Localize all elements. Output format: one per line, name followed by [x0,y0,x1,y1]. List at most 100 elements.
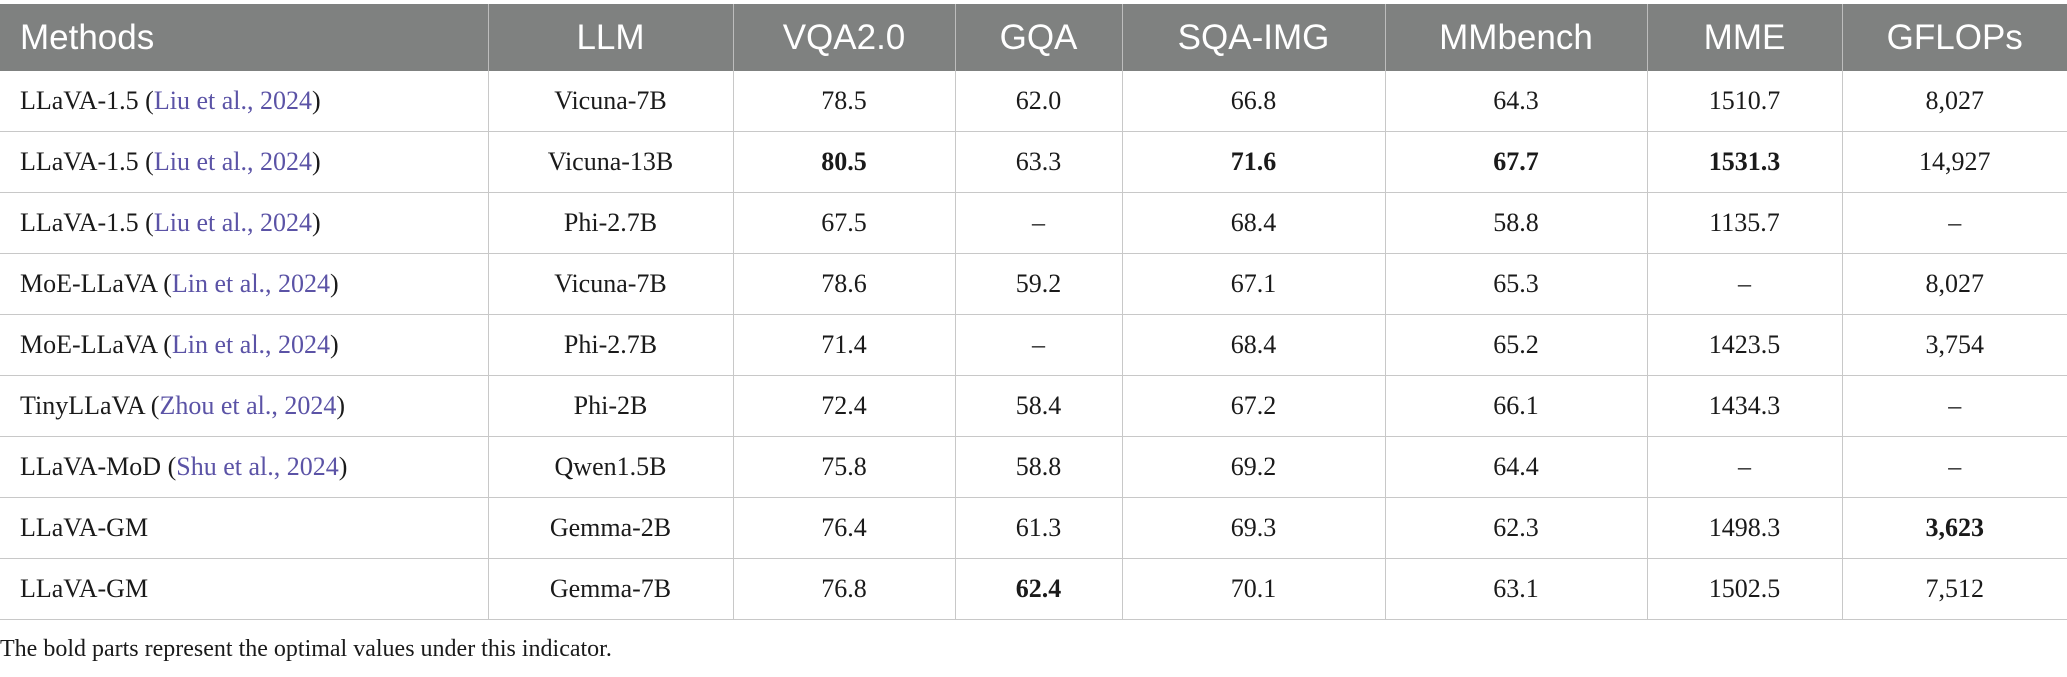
mmbench-cell: 65.2 [1385,314,1648,376]
method-cell: LLaVA-MoD (Shu et al., 2024) [0,436,489,498]
vqa-cell: 67.5 [733,192,956,254]
gqa-cell: – [955,192,1123,254]
citation-link[interactable]: Liu et al., 2024 [153,208,312,237]
table-row: TinyLLaVA (Zhou et al., 2024) Phi-2B 72.4 5… [0,375,2067,437]
column-header-gflops: GFLOPs [1842,4,2067,71]
citation-link[interactable]: Lin et al., 2024 [171,269,331,298]
vqa-cell: 71.4 [733,314,956,376]
method-name: LLaVA-GM [20,574,149,603]
method-cell: LLaVA-1.5 (Liu et al., 2024) [0,131,489,193]
method-cell: LLaVA-GM [0,558,489,620]
mme-cell: 1423.5 [1647,314,1843,376]
gflops-cell: – [1842,436,2067,498]
method-name: LLaVA-1.5 [20,147,139,176]
vqa-cell: 76.8 [733,558,956,620]
sqa-img-cell: 70.1 [1122,558,1386,620]
table-row: LLaVA-GM Gemma-7B 76.8 62.4 70.1 63.1 1502.5 7,… [0,558,2067,620]
mme-cell: – [1647,253,1843,315]
citation-link[interactable]: Zhou et al., 2024 [159,391,337,420]
column-header-llm: LLM [488,4,734,71]
method-cell: TinyLLaVA (Zhou et al., 2024) [0,375,489,437]
column-header-mme: MME [1647,4,1843,71]
sqa-img-cell: 68.4 [1122,192,1386,254]
method-name: TinyLLaVA [20,391,145,420]
sqa-img-cell: 67.1 [1122,253,1386,315]
gflops-cell: – [1842,192,2067,254]
gflops-cell: – [1842,375,2067,437]
method-cell: MoE-LLaVA (Lin et al., 2024) [0,253,489,315]
table-row: MoE-LLaVA (Lin et al., 2024) Phi-2.7B 71.4… [0,314,2067,376]
column-header-vqa: VQA2.0 [733,4,956,71]
vqa-cell: 76.4 [733,497,956,559]
method-name: MoE-LLaVA [20,269,157,298]
sqa-img-cell: 69.3 [1122,497,1386,559]
mmbench-cell: 58.8 [1385,192,1648,254]
gflops-cell: 7,512 [1842,558,2067,620]
llm-cell: Phi-2.7B [488,314,734,376]
vqa-cell: 78.5 [733,71,956,132]
citation-link[interactable]: Shu et al., 2024 [176,452,339,481]
citation-link[interactable]: Liu et al., 2024 [153,147,312,176]
mme-cell: 1502.5 [1647,558,1843,620]
vqa-cell: 75.8 [733,436,956,498]
gqa-cell: 62.0 [955,71,1123,132]
mmbench-cell: 63.1 [1385,558,1648,620]
method-name: LLaVA-1.5 [20,208,139,237]
llm-cell: Gemma-7B [488,558,734,620]
method-name: LLaVA-MoD [20,452,162,481]
mme-cell: 1498.3 [1647,497,1843,559]
method-name: MoE-LLaVA [20,330,157,359]
method-name: LLaVA-GM [20,513,149,542]
mme-cell: 1510.7 [1647,71,1843,132]
citation-link[interactable]: Liu et al., 2024 [153,86,312,115]
mme-cell: 1135.7 [1647,192,1843,254]
mmbench-cell: 64.4 [1385,436,1648,498]
table-row: LLaVA-MoD (Shu et al., 2024) Qwen1.5B 75.8… [0,436,2067,498]
llm-cell: Qwen1.5B [488,436,734,498]
method-cell: LLaVA-1.5 (Liu et al., 2024) [0,71,489,132]
table-footnote: The bold parts represent the optimal val… [0,636,612,662]
mme-cell: 1434.3 [1647,375,1843,437]
gqa-cell: 58.4 [955,375,1123,437]
column-header-sqa-img: SQA-IMG [1122,4,1386,71]
gqa-cell: 62.4 [955,558,1123,620]
sqa-img-cell: 67.2 [1122,375,1386,437]
method-cell: MoE-LLaVA (Lin et al., 2024) [0,314,489,376]
table-row: LLaVA-GM Gemma-2B 76.4 61.3 69.3 62.3 1498.3 3,… [0,497,2067,559]
mmbench-cell: 65.3 [1385,253,1648,315]
gqa-cell: – [955,314,1123,376]
llm-cell: Vicuna-7B [488,253,734,315]
mme-cell: – [1647,436,1843,498]
gflops-cell: 8,027 [1842,253,2067,315]
gqa-cell: 61.3 [955,497,1123,559]
method-name: LLaVA-1.5 [20,86,139,115]
method-cell: LLaVA-GM [0,497,489,559]
mmbench-cell: 62.3 [1385,497,1648,559]
gqa-cell: 58.8 [955,436,1123,498]
llm-cell: Vicuna-13B [488,131,734,193]
vqa-cell: 72.4 [733,375,956,437]
table-row: MoE-LLaVA (Lin et al., 2024) Vicuna-7B 78.… [0,253,2067,315]
mmbench-cell: 64.3 [1385,71,1648,132]
table-row: LLaVA-1.5 (Liu et al., 2024) Vicuna-7B 78.… [0,71,2067,132]
header-row: Methods LLM VQA2.0 GQA SQA-IMG MMbench M… [0,4,2067,71]
gqa-cell: 63.3 [955,131,1123,193]
llm-cell: Vicuna-7B [488,71,734,132]
sqa-img-cell: 71.6 [1122,131,1386,193]
sqa-img-cell: 68.4 [1122,314,1386,376]
gqa-cell: 59.2 [955,253,1123,315]
mme-cell: 1531.3 [1647,131,1843,193]
sqa-img-cell: 69.2 [1122,436,1386,498]
llm-cell: Phi-2B [488,375,734,437]
table-body: LLaVA-1.5 (Liu et al., 2024) Vicuna-7B 78.… [0,71,2067,620]
citation-link[interactable]: Lin et al., 2024 [171,330,331,359]
gflops-cell: 14,927 [1842,131,2067,193]
gflops-cell: 3,754 [1842,314,2067,376]
column-header-gqa: GQA [955,4,1123,71]
table-row: LLaVA-1.5 (Liu et al., 2024) Vicuna-13B 80… [0,131,2067,193]
results-table-container: Methods LLM VQA2.0 GQA SQA-IMG MMbench M… [0,4,2067,620]
table-row: LLaVA-1.5 (Liu et al., 2024) Phi-2.7B 67.5… [0,192,2067,254]
llm-cell: Gemma-2B [488,497,734,559]
gflops-cell: 8,027 [1842,71,2067,132]
mmbench-cell: 67.7 [1385,131,1648,193]
